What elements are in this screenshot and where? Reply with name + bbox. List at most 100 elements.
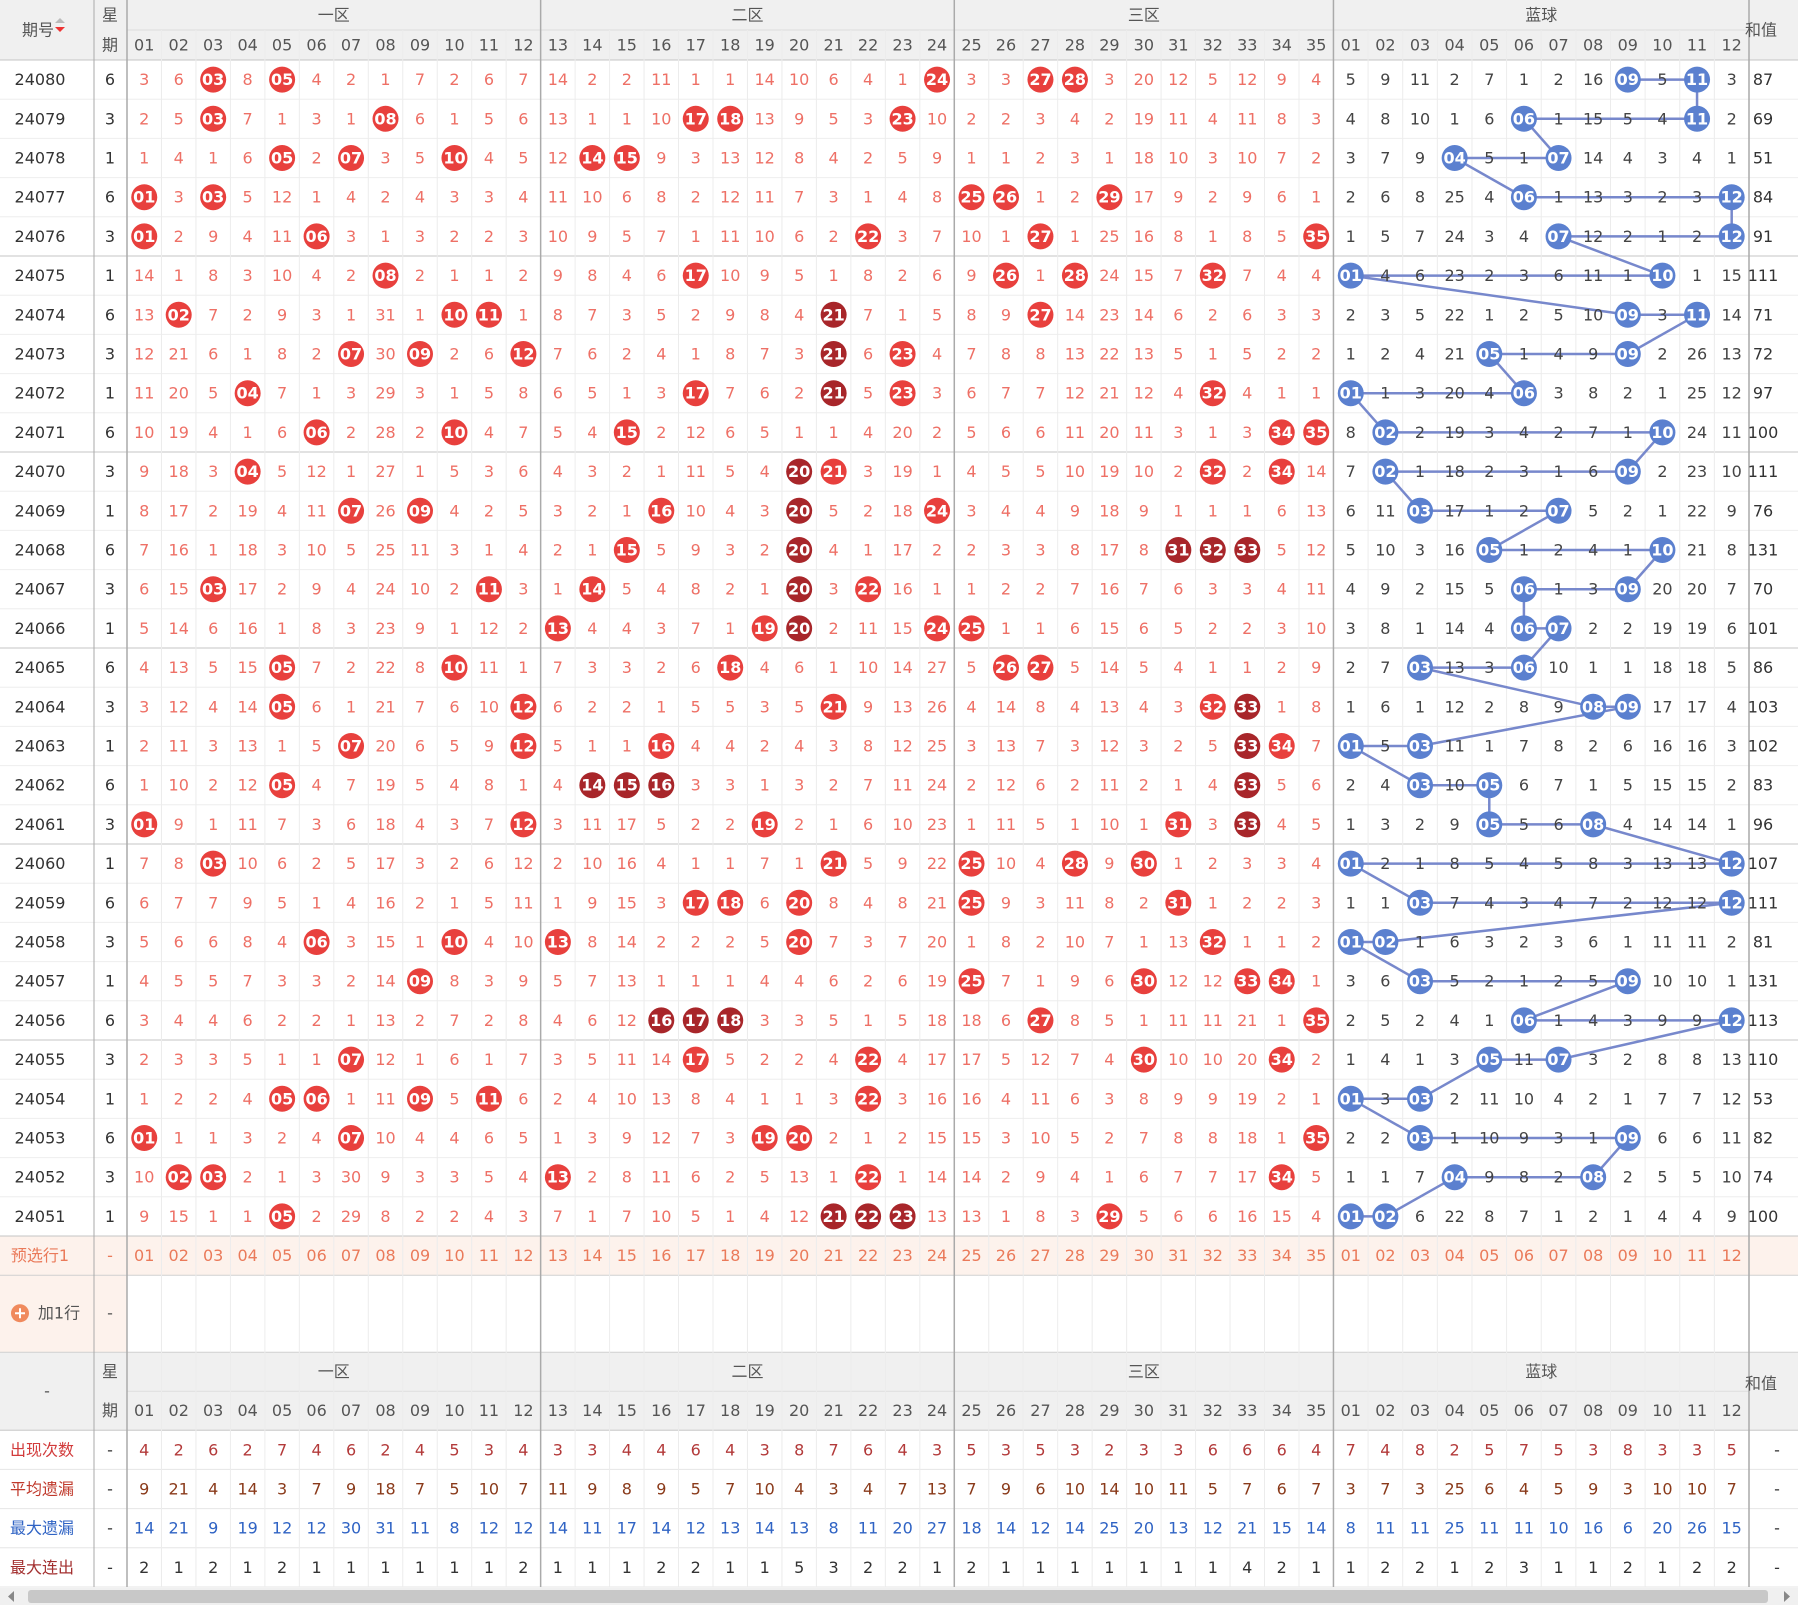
miss-count: 3 [829, 188, 839, 207]
preselect-number[interactable]: 19 [755, 1246, 775, 1265]
preselect-number[interactable]: 21 [823, 1246, 843, 1265]
blue-ball [1337, 850, 1364, 877]
miss-count: 3 [725, 541, 735, 560]
hit-ball [510, 733, 537, 759]
miss-count: 12 [996, 776, 1016, 795]
stat-value: 3 [484, 1440, 494, 1459]
preselect-number[interactable]: 09 [1618, 1246, 1638, 1265]
preselect-number[interactable]: 16 [651, 1246, 671, 1265]
preselect-number[interactable]: 05 [1479, 1246, 1499, 1265]
miss-count: 1 [1277, 697, 1287, 716]
miss-count: 2 [311, 854, 321, 873]
preselect-number[interactable]: 05 [272, 1246, 292, 1265]
add-row-label[interactable]: 加1行 [38, 1304, 80, 1323]
miss-count: 3 [311, 815, 321, 834]
preselect-number[interactable]: 23 [892, 1246, 912, 1265]
miss-count: 1 [1346, 227, 1356, 246]
preselect-number[interactable]: 18 [720, 1246, 740, 1265]
preselect-number[interactable]: 12 [513, 1246, 533, 1265]
preselect-number[interactable]: 08 [1583, 1246, 1603, 1265]
stat-value: 30 [341, 1519, 361, 1538]
preselect-number[interactable]: 10 [1652, 1246, 1672, 1265]
preselect-number[interactable]: 06 [1514, 1246, 1534, 1265]
miss-count: 5 [553, 737, 563, 756]
miss-count: 29 [375, 384, 395, 403]
miss-count: 5 [1070, 1129, 1080, 1148]
preselect-number[interactable]: 26 [996, 1246, 1016, 1265]
preselect-number[interactable]: 24 [927, 1246, 947, 1265]
miss-count: 1 [449, 384, 459, 403]
hit-number: 07 [340, 1050, 362, 1069]
miss-count: 4 [1173, 658, 1183, 677]
preselect-number[interactable]: 30 [1134, 1246, 1154, 1265]
hit-number: 12 [512, 815, 534, 834]
preselect-number[interactable]: 04 [1444, 1246, 1464, 1265]
hit-ball [338, 145, 365, 171]
stat-value: 14 [1099, 1480, 1119, 1499]
preselect-number[interactable]: 33 [1237, 1246, 1257, 1265]
preselect-number[interactable]: 03 [203, 1246, 223, 1265]
miss-count: 5 [1208, 70, 1218, 89]
issue: 24069 [15, 501, 66, 520]
miss-count: 18 [892, 501, 912, 520]
preselect-number[interactable]: 06 [306, 1246, 326, 1265]
miss-count: 22 [1687, 501, 1707, 520]
preselect-number[interactable]: 04 [237, 1246, 257, 1265]
preselect-number[interactable]: 13 [548, 1246, 568, 1265]
hit-number: 21 [823, 345, 845, 364]
miss-count: 10 [858, 658, 878, 677]
preselect-number[interactable]: 14 [582, 1246, 602, 1265]
preselect-number[interactable]: 25 [961, 1246, 981, 1265]
miss-count: 18 [1099, 501, 1119, 520]
miss-count: 3 [1277, 305, 1287, 324]
miss-count: 4 [1173, 384, 1183, 403]
preselect-number[interactable]: 01 [1341, 1246, 1361, 1265]
issue: 24061 [15, 815, 66, 834]
scroll-right[interactable] [1784, 1591, 1790, 1602]
preselect-number[interactable]: 02 [1375, 1246, 1395, 1265]
column-header: 20 [789, 36, 809, 55]
miss-count: 5 [897, 149, 907, 168]
preselect-number[interactable]: 07 [1548, 1246, 1568, 1265]
preselect-number[interactable]: 20 [789, 1246, 809, 1265]
miss-count: 7 [1277, 149, 1287, 168]
miss-count: 13 [1583, 188, 1603, 207]
miss-count: 2 [346, 70, 356, 89]
preselect-number[interactable]: 11 [479, 1246, 499, 1265]
hit-ball-repeat [786, 537, 813, 563]
preselect-number[interactable]: 31 [1168, 1246, 1188, 1265]
miss-count: 9 [1173, 188, 1183, 207]
preselect-number[interactable]: 07 [341, 1246, 361, 1265]
preselect-number[interactable]: 22 [858, 1246, 878, 1265]
miss-count: 3 [208, 1050, 218, 1069]
miss-count: 7 [622, 1207, 632, 1226]
miss-count: 22 [927, 854, 947, 873]
miss-count: 2 [829, 227, 839, 246]
scroll-left[interactable] [8, 1591, 14, 1602]
preselect-number[interactable]: 27 [1030, 1246, 1050, 1265]
preselect-number[interactable]: 11 [1687, 1246, 1707, 1265]
column-header: 29 [1099, 36, 1119, 55]
preselect-number[interactable]: 29 [1099, 1246, 1119, 1265]
miss-count: 7 [1588, 893, 1598, 912]
preselect-number[interactable]: 03 [1410, 1246, 1430, 1265]
preselect-number[interactable]: 34 [1272, 1246, 1292, 1265]
miss-count: 7 [760, 345, 770, 364]
preselect-number[interactable]: 15 [617, 1246, 637, 1265]
preselect-number[interactable]: 35 [1306, 1246, 1326, 1265]
scrollbar-thumb[interactable] [28, 1590, 1768, 1603]
preselect-number[interactable]: 32 [1203, 1246, 1223, 1265]
preselect-number[interactable]: 09 [410, 1246, 430, 1265]
miss-count: 6 [311, 697, 321, 716]
miss-count: 4 [553, 1011, 563, 1030]
preselect-number[interactable]: 08 [375, 1246, 395, 1265]
miss-count: 2 [1623, 619, 1633, 638]
preselect-number[interactable]: 17 [686, 1246, 706, 1265]
preselect-number[interactable]: 01 [134, 1246, 154, 1265]
stat-value: 7 [725, 1480, 735, 1499]
preselect-number[interactable]: 12 [1722, 1246, 1742, 1265]
preselect-number[interactable]: 02 [169, 1246, 189, 1265]
preselect-number[interactable]: 10 [444, 1246, 464, 1265]
hit-ball [1061, 66, 1088, 93]
preselect-number[interactable]: 28 [1065, 1246, 1085, 1265]
